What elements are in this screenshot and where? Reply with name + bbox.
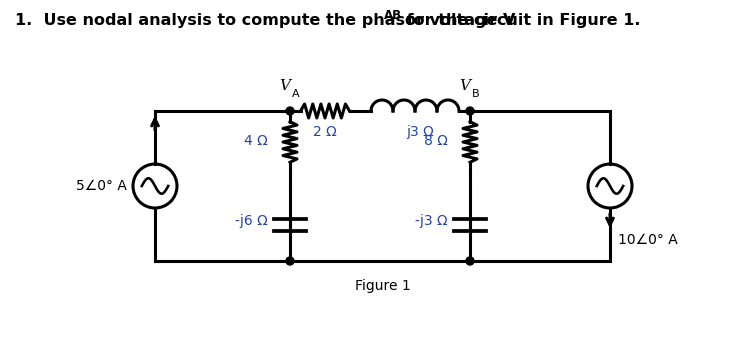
Text: -j3 Ω: -j3 Ω <box>416 214 448 228</box>
Text: B: B <box>472 89 480 99</box>
Circle shape <box>466 257 474 265</box>
Text: 1.  Use nodal analysis to compute the phasor voltage V: 1. Use nodal analysis to compute the pha… <box>15 13 515 28</box>
Text: AB: AB <box>384 9 402 22</box>
Text: 5∠0° A: 5∠0° A <box>76 179 127 193</box>
Text: A: A <box>292 89 300 99</box>
Text: Figure 1: Figure 1 <box>355 279 410 293</box>
Text: j3 Ω: j3 Ω <box>406 125 433 139</box>
Circle shape <box>466 107 474 115</box>
Text: 4 Ω: 4 Ω <box>244 134 268 148</box>
Circle shape <box>286 257 294 265</box>
Text: 8 Ω: 8 Ω <box>424 134 448 148</box>
Circle shape <box>286 107 294 115</box>
Text: V: V <box>280 79 290 93</box>
Text: -j6 Ω: -j6 Ω <box>236 214 268 228</box>
Text: 2 Ω: 2 Ω <box>314 125 337 139</box>
Text: V: V <box>460 79 470 93</box>
Text: 10∠0° A: 10∠0° A <box>618 233 678 247</box>
Text: for the circuit in Figure 1.: for the circuit in Figure 1. <box>401 13 640 28</box>
